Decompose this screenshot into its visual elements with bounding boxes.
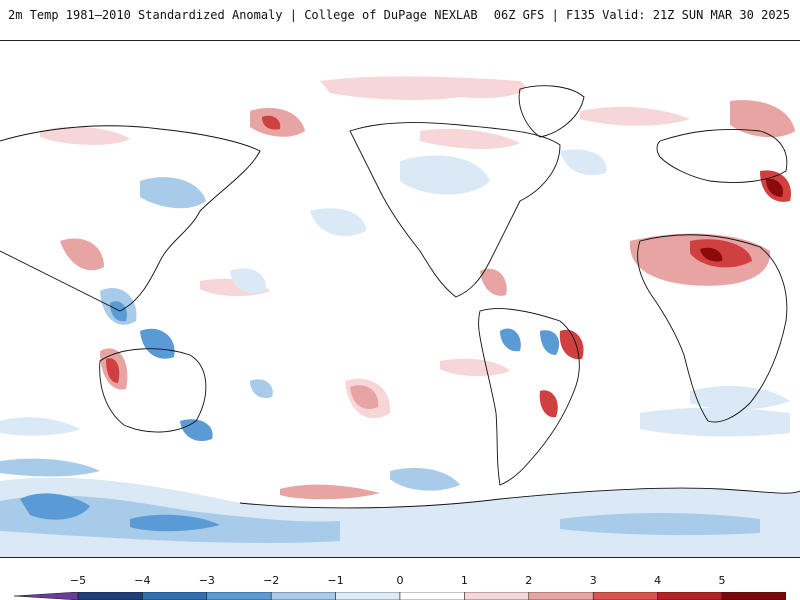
south-america-outline bbox=[478, 308, 580, 486]
colorbar-segment bbox=[528, 592, 594, 600]
asia-outline bbox=[0, 125, 261, 312]
colorbar-tick-label: 2 bbox=[525, 574, 533, 587]
southern-cool-band bbox=[0, 407, 800, 557]
north-america-outline bbox=[349, 122, 561, 298]
colorbar: −5 −4 −3 −2 −1 0 1 2 3 4 5 bbox=[0, 570, 800, 600]
colorbar-tick-label: −4 bbox=[134, 574, 151, 587]
colorbar-segment bbox=[335, 592, 401, 600]
header: 2m Temp 1981–2010 Standardized Anomaly |… bbox=[0, 0, 800, 32]
coastlines bbox=[0, 85, 800, 509]
colorbar-tick-label: 1 bbox=[460, 574, 468, 587]
colorbar-segment bbox=[142, 592, 208, 600]
europe-outline bbox=[656, 129, 788, 183]
colorbar-min-arrow bbox=[14, 592, 79, 600]
colorbar-segment bbox=[657, 592, 723, 600]
colorbar-gradient bbox=[14, 592, 786, 600]
colorbar-segment bbox=[399, 592, 465, 600]
africa-outline bbox=[637, 234, 788, 423]
map-canvas bbox=[0, 76, 800, 557]
greenland-outline bbox=[518, 85, 585, 138]
colorbar-tick-label: −5 bbox=[69, 574, 87, 587]
colorbar-segment bbox=[206, 592, 272, 600]
cool-anomalies bbox=[0, 149, 790, 491]
colorbar-segment bbox=[270, 592, 336, 600]
colorbar-segment bbox=[721, 592, 786, 600]
colorbar-tick-label: 3 bbox=[589, 574, 597, 587]
colorbar-segment bbox=[592, 592, 658, 600]
colorbar-tick-label: 5 bbox=[718, 574, 726, 587]
anomaly-map bbox=[0, 40, 800, 558]
colorbar-segment bbox=[77, 592, 143, 600]
model-run-info: 06Z GFS | F135 Valid: 21Z SUN MAR 30 202… bbox=[493, 8, 790, 22]
australia-outline bbox=[99, 348, 207, 433]
map-title: 2m Temp 1981–2010 Standardized Anomaly |… bbox=[8, 8, 478, 22]
colorbar-tick-label: 0 bbox=[396, 574, 404, 587]
colorbar-segment bbox=[464, 592, 530, 600]
antarctica-outline bbox=[239, 487, 800, 509]
colorbar-tick-label: −2 bbox=[263, 574, 280, 587]
colorbar-tick-label: 4 bbox=[654, 574, 662, 587]
colorbar-tick-label: −1 bbox=[327, 574, 344, 587]
colorbar-tick-label: −3 bbox=[198, 574, 215, 587]
warm-anomalies bbox=[40, 76, 795, 500]
